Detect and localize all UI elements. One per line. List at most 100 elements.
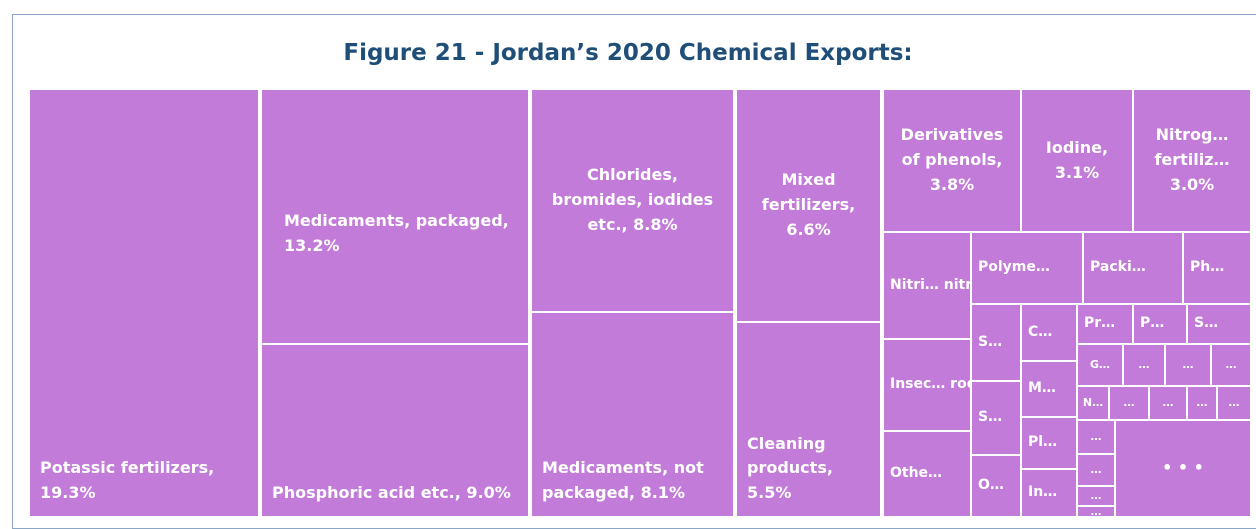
treemap-cell: C… — [1020, 303, 1078, 362]
treemap-cell: Derivatives of phenols, 3.8% — [882, 88, 1022, 233]
item-name: Medicaments, not packaged, — [542, 458, 704, 503]
treemap-cell: P… — [1132, 303, 1188, 345]
cell-label: … — [1091, 461, 1102, 478]
treemap-cell: Potassic fertilizers, 19.3% — [28, 88, 260, 518]
value-label: 6.6% — [786, 219, 831, 239]
treemap-cell: N… — [1076, 385, 1110, 421]
cell-label: … — [1183, 356, 1194, 373]
item-name: Polyme… — [978, 259, 1050, 276]
item-name: … — [1090, 463, 1102, 477]
treemap-cell: Phosphoric acid etc., 9.0% — [260, 343, 530, 518]
item-name: Cleaning products, — [747, 433, 833, 478]
item-name: … — [1090, 505, 1102, 518]
value-label: 3.8% — [929, 174, 975, 194]
value-label: 5.5% — [747, 483, 792, 503]
treemap-cell: Chlorides, bromides, iodides etc., 8.8% — [530, 88, 735, 313]
value-label: 13.2% — [284, 235, 340, 255]
chart-title: Figure 21 - Jordan’s 2020 Chemical Expor… — [343, 40, 913, 66]
value-label: 3.0% — [1169, 174, 1215, 194]
value-label: 8.8% — [633, 214, 678, 234]
item-name: … — [1225, 358, 1237, 372]
treemap-cell: … — [1122, 343, 1166, 387]
cell-label: O… — [978, 475, 1004, 497]
cell-label: Cleaning products, 5.5% — [747, 432, 870, 506]
cell-label: … — [1139, 356, 1150, 373]
cell-label: Chlorides, bromides, iodides etc., 8.8% — [542, 163, 723, 237]
cell-label: … — [1090, 505, 1102, 518]
item-name: M… — [1028, 380, 1056, 397]
treemap-cell: Medicaments, not packaged, 8.1% — [530, 311, 735, 518]
cell-label: Insec… rode… — [890, 374, 970, 396]
item-name: C… — [1028, 323, 1053, 340]
treemap-cell: Othe… — [882, 430, 972, 518]
value-label: 8.1% — [640, 483, 685, 503]
cell-label: … — [1091, 487, 1102, 504]
treemap-cell: Insec… rode… — [882, 338, 972, 432]
item-name: … — [1138, 358, 1150, 372]
cell-label: Medicaments, not packaged, 8.1% — [542, 456, 723, 506]
cell-label: Phosphoric acid etc., 9.0% — [272, 481, 511, 506]
treemap-cell: S… — [970, 303, 1022, 382]
item-name: Othe… — [890, 465, 943, 482]
value-label: 3.1% — [1054, 162, 1100, 182]
treemap-cell: … — [1076, 453, 1116, 487]
item-name: … — [1090, 489, 1102, 503]
item-name: Phosphoric acid etc., — [272, 483, 461, 503]
item-name: Mixed fertilizers, — [761, 170, 856, 215]
cell-label: … — [1163, 394, 1174, 411]
treemap-cell: • • • — [1114, 419, 1252, 518]
cell-label: Pl… — [1028, 432, 1057, 454]
item-name: Derivatives of phenols, — [900, 125, 1004, 170]
item-name: … — [1090, 430, 1102, 444]
treemap-cell: In… — [1020, 468, 1078, 518]
item-name: … — [1228, 396, 1240, 410]
treemap-cell: … — [1148, 385, 1188, 421]
cell-label: G… — [1090, 356, 1110, 373]
treemap-cell: … — [1216, 385, 1252, 421]
item-name: … — [1162, 396, 1174, 410]
item-name: Nitrog… fertiliz… — [1154, 125, 1230, 170]
cell-label: … — [1124, 394, 1135, 411]
treemap-cell: … — [1076, 505, 1116, 518]
cell-label: S… — [978, 332, 1002, 354]
cell-label: Potassic fertilizers, 19.3% — [40, 456, 248, 506]
cell-label: Iodine, 3.1% — [1032, 136, 1122, 186]
cell-label: P… — [1140, 313, 1164, 335]
item-name: In… — [1028, 484, 1058, 501]
cell-label: Ph… — [1190, 257, 1224, 279]
cell-label: Pr… — [1084, 313, 1115, 335]
item-name: Ph… — [1190, 259, 1225, 276]
cell-label: C… — [1028, 322, 1052, 344]
item-name: Insec… rode… — [890, 376, 970, 393]
treemap-cell: Mixed fertilizers, 6.6% — [735, 88, 882, 323]
treemap-cell: Nitri… nitra… — [882, 231, 972, 340]
cell-label: … — [1229, 394, 1240, 411]
item-name: • • • — [1162, 458, 1204, 478]
treemap-cell: Packi… — [1082, 231, 1184, 305]
item-name: … — [1123, 396, 1135, 410]
treemap-cell: … — [1108, 385, 1150, 421]
item-name: S… — [978, 409, 1003, 426]
cell-label: Packi… — [1090, 257, 1146, 279]
treemap-cell: … — [1164, 343, 1212, 387]
cell-label: Derivatives of phenols, 3.8% — [894, 123, 1010, 197]
item-name: G… — [1089, 358, 1111, 372]
cell-label: Nitri… nitra… — [890, 275, 970, 297]
cell-label: N… — [1083, 394, 1103, 411]
cell-label: … — [1197, 394, 1208, 411]
cell-label: • • • — [1162, 456, 1204, 481]
treemap-cell: M… — [1020, 360, 1078, 418]
treemap-cell: … — [1076, 485, 1116, 507]
cell-label: Mixed fertilizers, 6.6% — [747, 168, 870, 242]
item-name: Medicaments, packaged, — [284, 210, 509, 230]
item-name: Potassic fertilizers, — [40, 458, 215, 478]
treemap-cell: S… — [1186, 303, 1252, 345]
cell-label: In… — [1028, 482, 1057, 504]
value-label: 19.3% — [40, 483, 96, 503]
cell-label: M… — [1028, 378, 1056, 400]
cell-label: … — [1091, 428, 1102, 445]
item-name: P… — [1140, 315, 1165, 332]
treemap-cell: O… — [970, 454, 1022, 518]
item-name: Packi… — [1090, 259, 1146, 276]
